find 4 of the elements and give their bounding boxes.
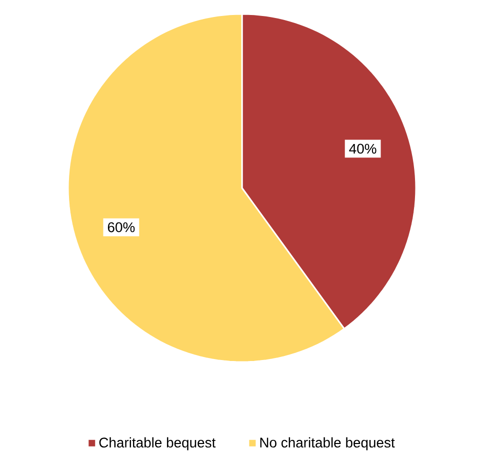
data-label: 40%	[349, 144, 376, 154]
legend-label: Charitable bequest	[99, 437, 216, 450]
data-label: 60%	[108, 222, 135, 232]
legend-label: No charitable bequest	[260, 437, 395, 450]
